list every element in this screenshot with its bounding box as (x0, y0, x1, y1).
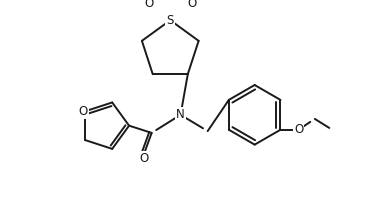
Text: N: N (176, 108, 185, 121)
Text: O: O (294, 123, 303, 136)
Text: O: O (144, 0, 153, 11)
Text: O: O (79, 105, 88, 118)
Text: O: O (187, 0, 196, 11)
Text: O: O (140, 152, 149, 165)
Text: S: S (167, 14, 174, 27)
